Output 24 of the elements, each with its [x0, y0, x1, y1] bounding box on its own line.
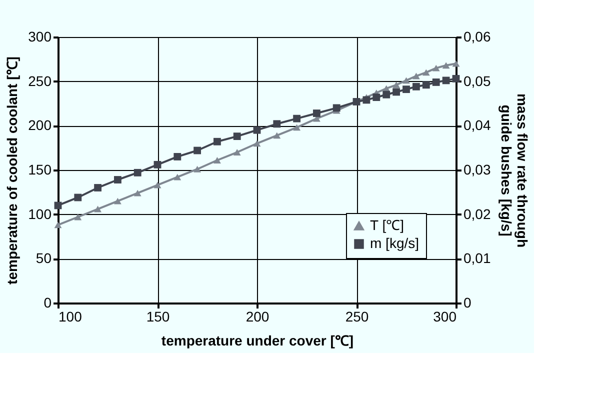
- y2-tick-label: 0,03: [464, 162, 491, 178]
- y2-tick-label: 0,05: [464, 72, 491, 89]
- x-axis-title: temperature under cover [℃]: [161, 332, 354, 348]
- y2-axis-title: mass flow rate through guide bushes [kg/s]: [498, 93, 531, 248]
- y2-tick-label: 0,06: [464, 28, 491, 44]
- y2-tick-label: 0,02: [464, 206, 491, 222]
- x-tick-label: 200: [246, 308, 270, 324]
- y-axis-title: temperature of cooled coolant [℃]: [4, 56, 20, 284]
- y-tick-label: 150: [28, 162, 52, 178]
- legend-label: m [kg/s]: [370, 235, 420, 251]
- x-tick-label: 300: [433, 308, 457, 324]
- y-tick-label: 200: [28, 117, 52, 134]
- y-tick-label: 250: [28, 72, 52, 89]
- x-tick-label: 250: [345, 308, 369, 324]
- y-tick-label: 50: [36, 250, 52, 266]
- y-tick-label: 0: [44, 294, 52, 310]
- y2-tick-label: 0,04: [464, 117, 491, 134]
- y2-tick-label: 0,01: [464, 250, 491, 266]
- y2-tick-label: 0: [464, 294, 472, 310]
- x-tick-label: 150: [146, 308, 170, 324]
- y-tick-label: 100: [28, 206, 52, 222]
- y-tick-label: 300: [28, 28, 52, 44]
- legend-label: T [℃]: [370, 217, 404, 233]
- x-tick-label: 100: [58, 308, 82, 324]
